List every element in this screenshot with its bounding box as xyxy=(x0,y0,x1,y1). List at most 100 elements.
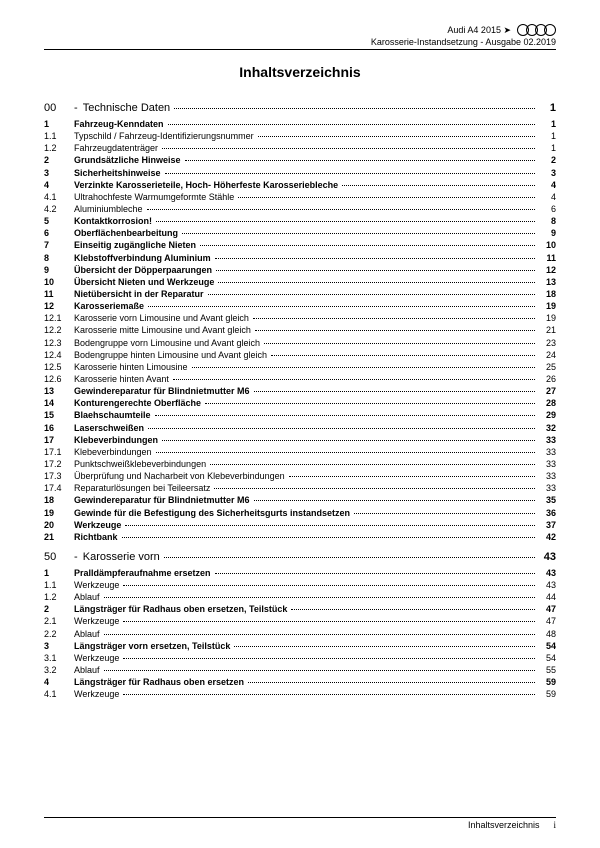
entry-page: 10 xyxy=(538,239,556,251)
entry-number: 8 xyxy=(44,252,74,264)
entry-number: 1.2 xyxy=(44,591,74,603)
entry-title: Gewinde für die Befestigung des Sicherhe… xyxy=(74,507,350,519)
toc-entry: 2Längsträger für Radhaus oben ersetzen, … xyxy=(44,603,556,615)
entry-page: 21 xyxy=(538,324,556,336)
toc-entry: 17.2Punktschweißklebeverbindungen33 xyxy=(44,458,556,470)
leader-dots xyxy=(155,415,535,416)
leader-dots xyxy=(147,209,535,210)
leader-dots xyxy=(254,500,535,501)
section-page: 43 xyxy=(538,551,556,563)
entry-title: Laserschweißen xyxy=(74,422,144,434)
entry-page: 43 xyxy=(538,567,556,579)
entry-number: 1 xyxy=(44,118,74,130)
leader-dots xyxy=(123,658,535,659)
entry-title: Längsträger vorn ersetzen, Teilstück xyxy=(74,640,230,652)
entry-number: 4.1 xyxy=(44,688,74,700)
entry-page: 3 xyxy=(538,167,556,179)
leader-dots xyxy=(104,597,535,598)
entry-title: Pralldämpferaufnahme ersetzen xyxy=(74,567,211,579)
entry-page: 26 xyxy=(538,373,556,385)
entry-page: 9 xyxy=(538,227,556,239)
leader-dots xyxy=(291,609,535,610)
toc-entry: 1.1Typschild / Fahrzeug-Identifizierungs… xyxy=(44,130,556,142)
toc-entry: 11Nietübersicht in der Reparatur 18 xyxy=(44,288,556,300)
leader-dots xyxy=(168,124,535,125)
section-title: Karosserie vorn xyxy=(83,551,160,563)
entry-title: Karosserie hinten Limousine xyxy=(74,361,188,373)
entry-page: 47 xyxy=(538,615,556,627)
entry-number: 12.3 xyxy=(44,337,74,349)
entry-title: Karosseriemaße xyxy=(74,300,144,312)
toc-entry: 4Längsträger für Radhaus oben ersetzen59 xyxy=(44,676,556,688)
entry-number: 15 xyxy=(44,409,74,421)
header-rule xyxy=(44,49,556,50)
leader-dots xyxy=(165,173,535,174)
toc-entry: 19Gewinde für die Befestigung des Sicher… xyxy=(44,507,556,519)
section-page: 1 xyxy=(538,102,556,114)
entry-title: Nietübersicht in der Reparatur xyxy=(74,288,204,300)
entry-title: Bodengruppe hinten Limousine und Avant g… xyxy=(74,349,267,361)
leader-dots xyxy=(238,197,535,198)
toc-entry: 17.3Überprüfung und Nacharbeit von Klebe… xyxy=(44,470,556,482)
entry-number: 11 xyxy=(44,288,74,300)
entry-number: 5 xyxy=(44,215,74,227)
audi-logo-icon xyxy=(517,24,556,36)
entry-page: 47 xyxy=(538,603,556,615)
toc-entry: 4Verzinkte Karosserieteile, Hoch- Höherf… xyxy=(44,179,556,191)
entry-page: 25 xyxy=(538,361,556,373)
toc-entry: 12.4Bodengruppe hinten Limousine und Ava… xyxy=(44,349,556,361)
toc-entry: 15Blaehschaumteile29 xyxy=(44,409,556,421)
leader-dots xyxy=(104,634,535,635)
leader-dots xyxy=(123,621,535,622)
entry-title: Werkzeuge xyxy=(74,652,119,664)
entry-number: 19 xyxy=(44,507,74,519)
entry-title: Grundsätzliche Hinweise xyxy=(74,154,181,166)
entry-page: 18 xyxy=(538,288,556,300)
entry-number: 1.1 xyxy=(44,130,74,142)
entry-page: 37 xyxy=(538,519,556,531)
entry-page: 12 xyxy=(538,264,556,276)
entry-number: 18 xyxy=(44,494,74,506)
leader-dots xyxy=(173,379,535,380)
toc-entry: 9Übersicht der Döpperpaarungen12 xyxy=(44,264,556,276)
entry-number: 12.6 xyxy=(44,373,74,385)
entry-title: Längsträger für Radhaus oben ersetzen, T… xyxy=(74,603,287,615)
entry-number: 12.5 xyxy=(44,361,74,373)
leader-dots xyxy=(174,108,535,109)
entry-page: 2 xyxy=(538,154,556,166)
entry-number: 21 xyxy=(44,531,74,543)
toc-entry: 2.2Ablauf48 xyxy=(44,628,556,640)
entry-page: 4 xyxy=(538,191,556,203)
entry-page: 55 xyxy=(538,664,556,676)
entry-title: Punktschweißklebeverbindungen xyxy=(74,458,206,470)
leader-dots xyxy=(258,136,535,137)
entry-title: Übersicht Nieten und Werkzeuge xyxy=(74,276,214,288)
entry-title: Ultrahochfeste Warmumgeformte Stähle xyxy=(74,191,234,203)
toc-section: 50- Karosserie vorn43 xyxy=(44,551,556,563)
footer-page-number: i xyxy=(553,820,556,830)
toc-entry: 21Richtbank42 xyxy=(44,531,556,543)
toc-entry: 4.1Ultrahochfeste Warmumgeformte Stähle4 xyxy=(44,191,556,203)
toc-entry: 16Laserschweißen32 xyxy=(44,422,556,434)
entry-title: Ablauf xyxy=(74,591,100,603)
leader-dots xyxy=(248,682,535,683)
toc-entry: 14Konturengerechte Oberfläche28 xyxy=(44,397,556,409)
toc-entry: 7Einseitig zugängliche Nieten10 xyxy=(44,239,556,251)
entry-title: Karosserie hinten Avant xyxy=(74,373,169,385)
toc-entry: 5Kontaktkorrosion!8 xyxy=(44,215,556,227)
entry-number: 12 xyxy=(44,300,74,312)
toc-entry: 1.2Fahrzeugdatenträger1 xyxy=(44,142,556,154)
entry-number: 20 xyxy=(44,519,74,531)
entry-number: 2 xyxy=(44,154,74,166)
entry-title: Klebstoffverbindung Aluminium xyxy=(74,252,211,264)
entry-title: Bodengruppe vorn Limousine und Avant gle… xyxy=(74,337,260,349)
toc-entry: 8Klebstoffverbindung Aluminium11 xyxy=(44,252,556,264)
entry-page: 44 xyxy=(538,591,556,603)
entry-number: 1.2 xyxy=(44,142,74,154)
entry-number: 2 xyxy=(44,603,74,615)
entry-page: 42 xyxy=(538,531,556,543)
leader-dots xyxy=(148,428,535,429)
leader-dots xyxy=(182,233,535,234)
entry-number: 12.4 xyxy=(44,349,74,361)
leader-dots xyxy=(289,476,535,477)
